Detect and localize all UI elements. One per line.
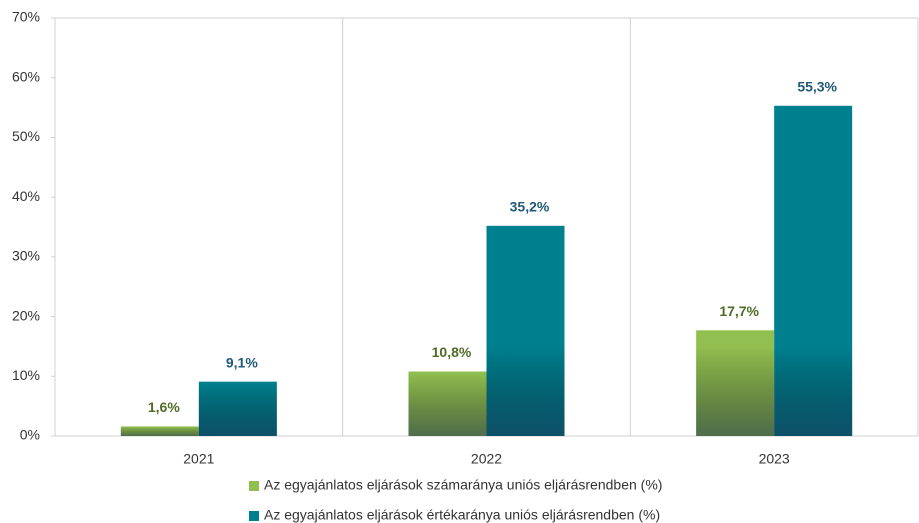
legend-swatch bbox=[249, 511, 259, 521]
legend-swatch bbox=[249, 481, 259, 491]
bar-shade bbox=[486, 346, 565, 436]
y-tick-label: 0% bbox=[20, 427, 40, 443]
data-label: 9,1% bbox=[226, 354, 258, 370]
x-tick-label: 2021 bbox=[183, 451, 214, 467]
data-label: 10,8% bbox=[432, 344, 472, 360]
bar-shade bbox=[120, 426, 199, 436]
y-tick-label: 20% bbox=[12, 307, 40, 323]
y-tick-label: 30% bbox=[12, 248, 40, 264]
bar-shade bbox=[696, 346, 775, 436]
data-label: 35,2% bbox=[510, 199, 550, 215]
data-label: 1,6% bbox=[148, 399, 180, 415]
x-tick-label: 2022 bbox=[471, 451, 502, 467]
legend-label: Az egyajánlatos eljárások értékaránya un… bbox=[264, 507, 660, 523]
y-tick-label: 50% bbox=[12, 128, 40, 144]
y-tick-label: 70% bbox=[12, 9, 40, 25]
x-tick-label: 2023 bbox=[759, 451, 790, 467]
bar-shade bbox=[774, 346, 853, 436]
y-tick-label: 60% bbox=[12, 68, 40, 84]
data-label: 17,7% bbox=[719, 303, 759, 319]
y-tick-label: 40% bbox=[12, 188, 40, 204]
y-tick-label: 10% bbox=[12, 367, 40, 383]
legend-label: Az egyajánlatos eljárások számaránya uni… bbox=[264, 477, 662, 493]
data-label: 55,3% bbox=[797, 78, 837, 94]
bar-shade bbox=[198, 381, 277, 436]
bar-shade bbox=[408, 371, 487, 436]
